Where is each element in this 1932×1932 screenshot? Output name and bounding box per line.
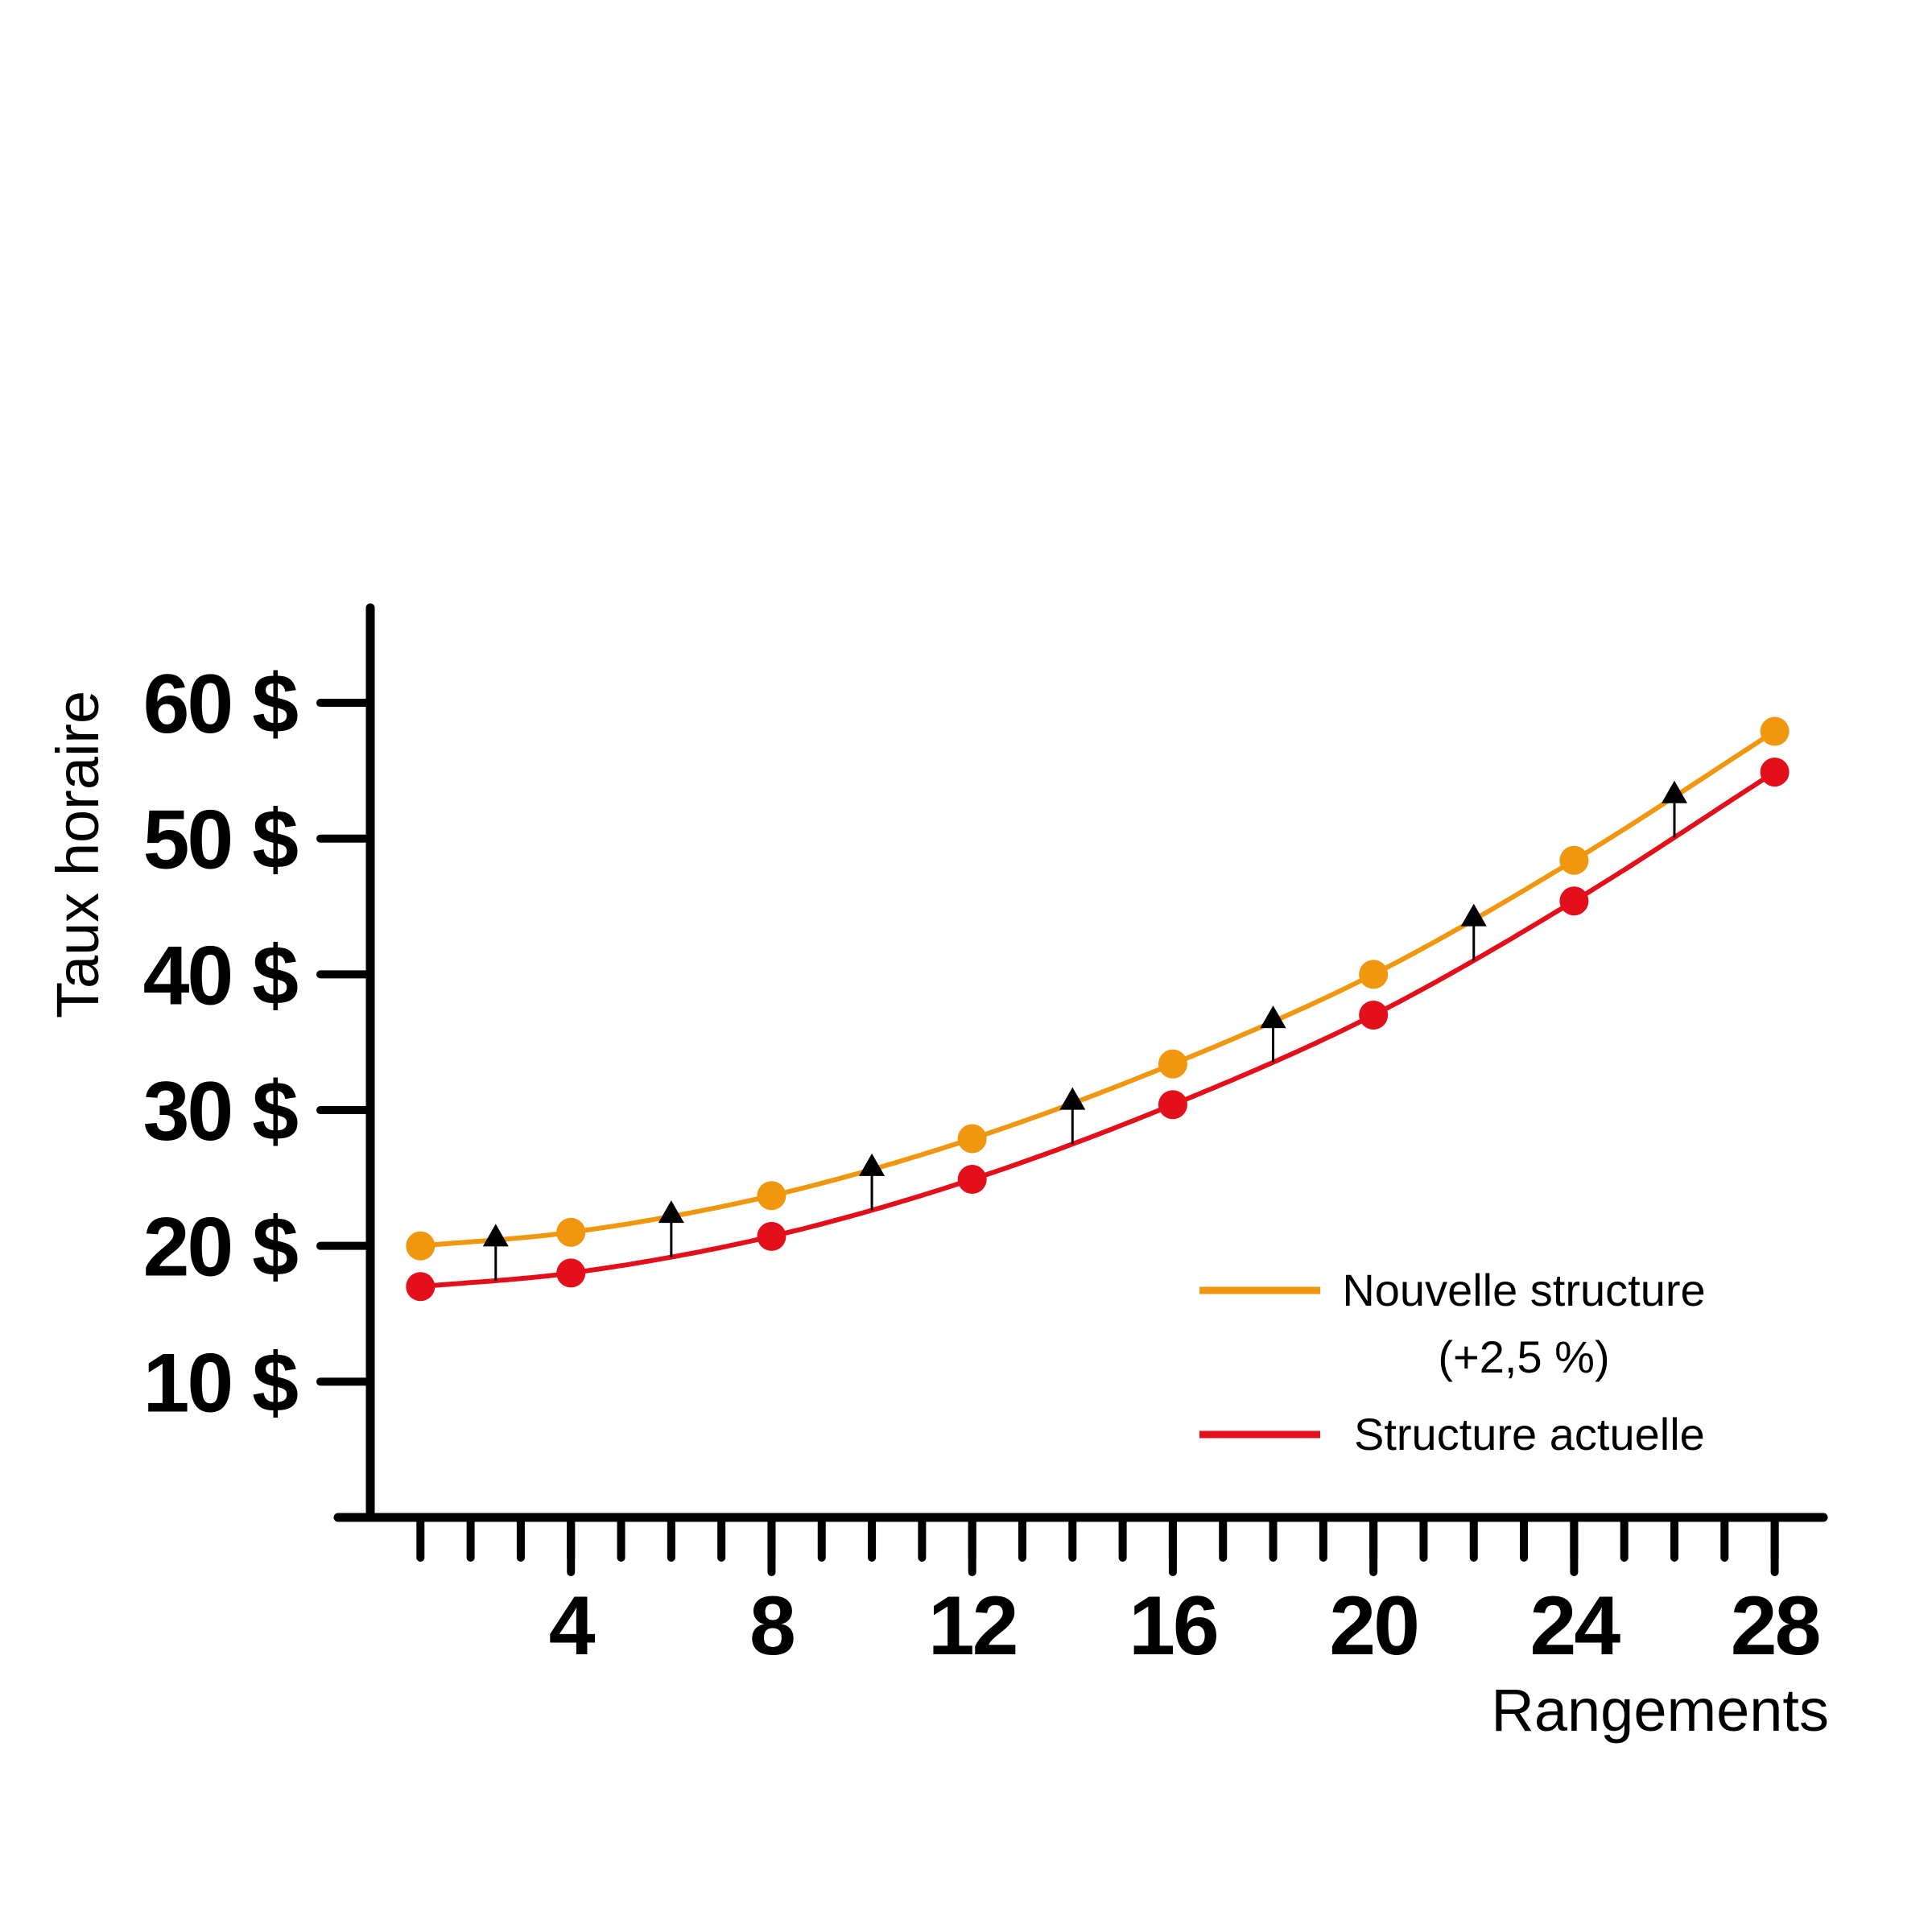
data-point <box>1559 845 1589 875</box>
series-line-1 <box>420 770 1777 1290</box>
x-tick-label: 12 <box>928 1579 1017 1673</box>
increase-arrows <box>482 780 1687 1281</box>
data-point <box>757 1181 786 1211</box>
increase-arrow-head <box>1059 1087 1086 1110</box>
legend: Nouvelle structure (+2,5 %) Structure ac… <box>1199 1265 1706 1459</box>
x-tick-label: 4 <box>549 1579 596 1673</box>
x-tick-label: 28 <box>1731 1579 1819 1673</box>
y-tick-label: 50 $ <box>143 794 299 887</box>
data-point <box>406 1231 436 1261</box>
data-point <box>957 1124 987 1154</box>
x-tick-label: 24 <box>1530 1579 1621 1673</box>
x-tick-label: 20 <box>1329 1579 1418 1673</box>
increase-arrow-head <box>658 1200 684 1224</box>
x-ticks: 4 8 12 16 20 24 28 <box>416 1513 1822 1673</box>
series-lines <box>420 729 1777 1290</box>
y-tick-label: 60 $ <box>143 658 299 751</box>
data-point <box>957 1165 987 1195</box>
data-point <box>556 1258 586 1288</box>
data-point <box>757 1221 786 1251</box>
y-ticks: 10 $ 20 $ 30 $ 40 $ 50 $ 60 $ <box>143 658 374 1430</box>
data-point <box>1559 886 1589 916</box>
legend-label-actuelle: Structure actuelle <box>1354 1409 1705 1459</box>
series-points <box>406 716 1790 1302</box>
data-point <box>406 1272 436 1302</box>
x-axis-title: Rangements <box>1491 1677 1829 1744</box>
y-tick-label: 20 $ <box>143 1201 299 1294</box>
increase-arrow-head <box>1460 903 1487 927</box>
series-line-0 <box>420 729 1777 1249</box>
data-point <box>1359 1000 1389 1030</box>
data-point <box>556 1217 586 1247</box>
increase-arrow-head <box>1662 780 1687 803</box>
data-point <box>1158 1090 1187 1120</box>
y-axis-title: Taux horaire <box>44 691 111 1018</box>
increase-arrow-head <box>1260 1005 1286 1029</box>
increase-arrow-head <box>482 1224 509 1247</box>
increase-arrow-head <box>859 1153 886 1176</box>
y-tick-label: 10 $ <box>143 1336 299 1430</box>
y-tick-label: 30 $ <box>143 1065 299 1158</box>
legend-label-nouvelle-pct: (+2,5 %) <box>1438 1331 1609 1382</box>
x-tick-label: 8 <box>749 1579 794 1673</box>
data-point <box>1760 716 1790 746</box>
legend-label-nouvelle: Nouvelle structure <box>1342 1265 1705 1315</box>
x-tick-label: 16 <box>1129 1579 1217 1673</box>
data-point <box>1760 758 1790 787</box>
data-point <box>1359 960 1389 989</box>
y-tick-label: 40 $ <box>143 929 299 1022</box>
data-point <box>1158 1049 1187 1079</box>
